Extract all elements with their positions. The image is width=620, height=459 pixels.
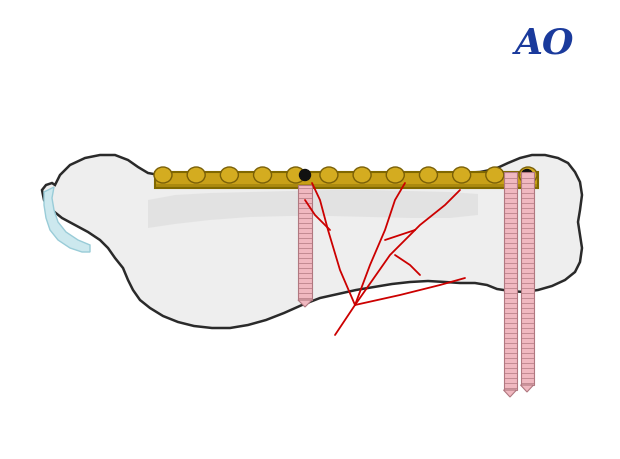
Polygon shape (521, 385, 533, 392)
Polygon shape (298, 300, 312, 307)
Polygon shape (42, 155, 582, 328)
Ellipse shape (286, 167, 304, 183)
Ellipse shape (420, 167, 438, 183)
Bar (155, 172, 538, 188)
Ellipse shape (220, 167, 238, 183)
Ellipse shape (154, 167, 172, 183)
Circle shape (521, 169, 533, 180)
Circle shape (299, 169, 311, 180)
Bar (521, 172, 533, 385)
Ellipse shape (187, 167, 205, 183)
Bar (155, 184, 538, 188)
Ellipse shape (353, 167, 371, 183)
Polygon shape (44, 187, 90, 252)
Ellipse shape (386, 167, 404, 183)
Ellipse shape (519, 167, 537, 183)
Ellipse shape (320, 167, 338, 183)
Ellipse shape (453, 167, 471, 183)
Bar (298, 185, 312, 300)
Text: AO: AO (515, 27, 575, 61)
Ellipse shape (486, 167, 504, 183)
Polygon shape (503, 390, 516, 397)
Ellipse shape (254, 167, 272, 183)
Bar (503, 172, 516, 390)
Polygon shape (148, 190, 478, 228)
